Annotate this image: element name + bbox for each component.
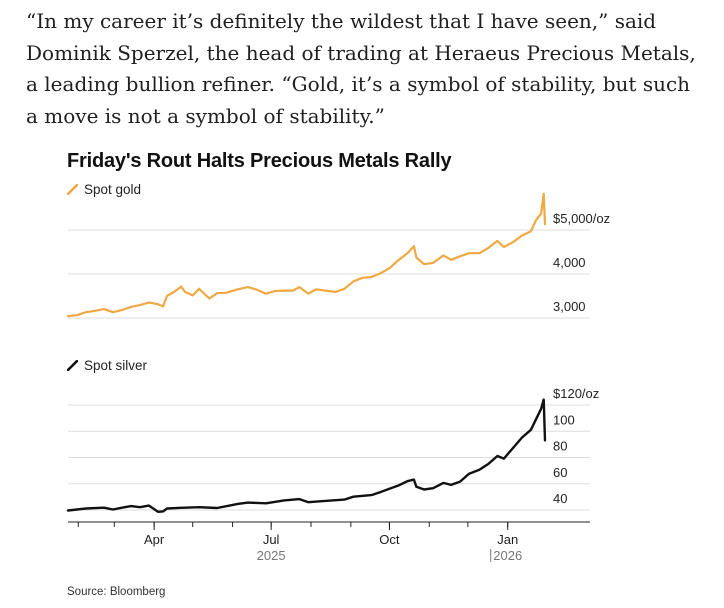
x-tick-label: Jan: [497, 532, 518, 547]
x-tick-label: Oct: [379, 532, 400, 547]
legend-gold-label: Spot gold: [84, 182, 142, 197]
silver-series-line: [66, 398, 547, 513]
y-tick-label: $5,000/oz: [553, 211, 610, 226]
chart-title: Friday's Rout Halts Precious Metals Rall…: [67, 150, 452, 172]
source-note: Source: Bloomberg: [67, 586, 166, 598]
y-tick-label: 80: [553, 439, 567, 454]
legend-silver: Spot silver: [67, 358, 147, 373]
gold-legend-icon: [67, 184, 78, 195]
legend-silver-label: Spot silver: [84, 358, 148, 373]
silver-legend-icon: [67, 360, 78, 371]
y-tick-label: 100: [553, 412, 575, 427]
x-year-label: 2026: [493, 548, 522, 563]
x-tick-label: Jul: [263, 532, 280, 547]
legend-gold: Spot gold: [67, 182, 141, 197]
y-tick-label: 40: [553, 491, 567, 506]
gold-series-line: [66, 192, 547, 318]
x-tick-label: Apr: [144, 532, 165, 547]
y-tick-label: $120/oz: [553, 386, 599, 401]
y-tick-label: 4,000: [553, 255, 586, 270]
y-tick-label: 3,000: [553, 299, 586, 314]
x-year-label: 2025: [257, 548, 286, 563]
article-quote: “In my career it’s definitely the wildes…: [26, 9, 696, 128]
y-tick-label: 60: [553, 465, 567, 480]
